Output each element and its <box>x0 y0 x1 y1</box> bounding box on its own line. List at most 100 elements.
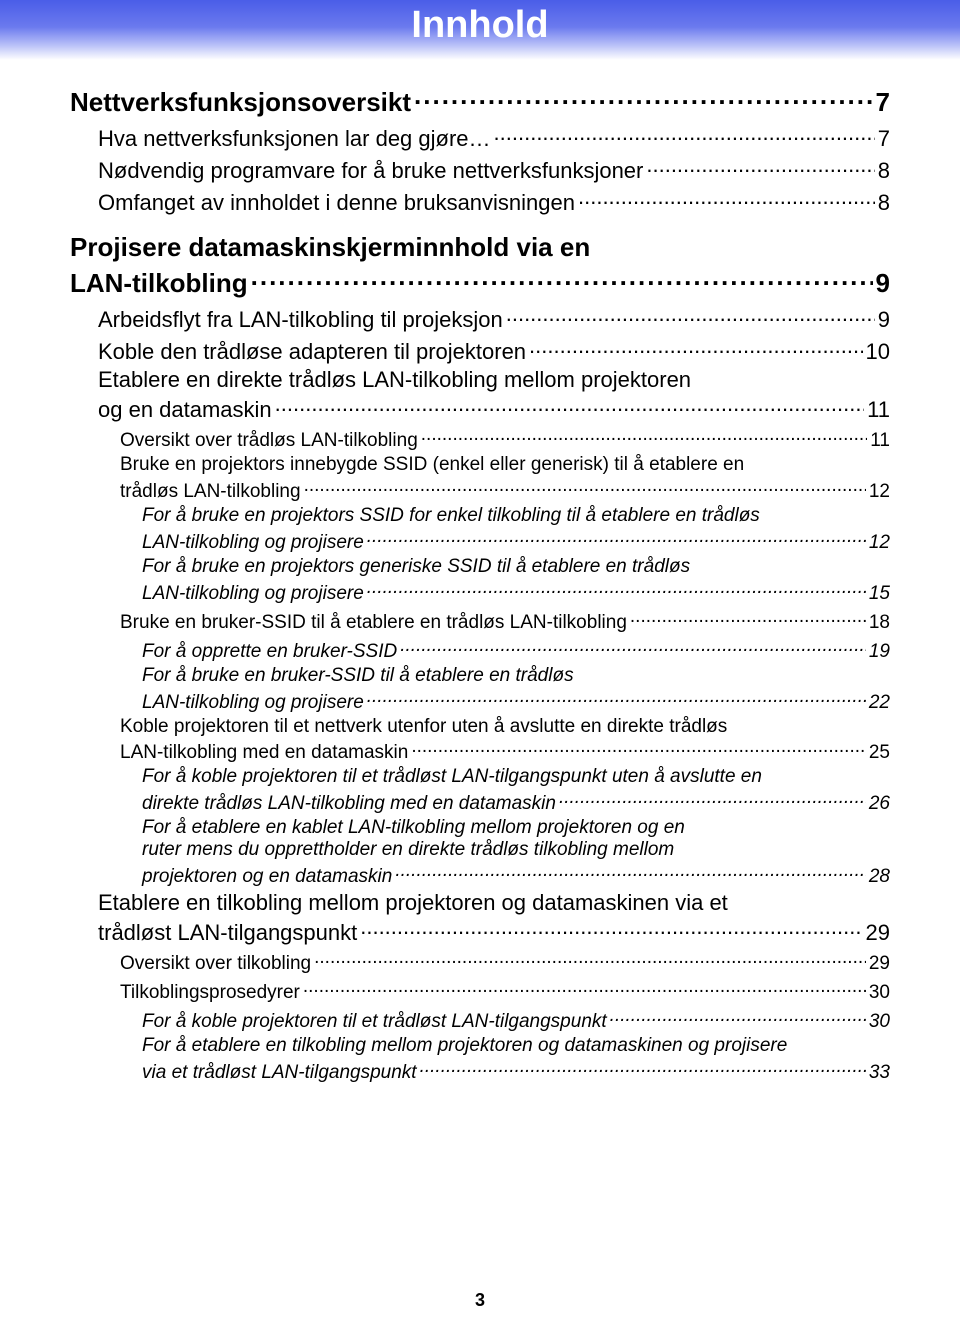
toc-entry[interactable]: For å etablere en tilkobling mellom proj… <box>142 1035 890 1084</box>
toc-entry-label: For å etablere en tilkobling mellom proj… <box>142 1035 890 1057</box>
toc-leader <box>529 335 862 359</box>
toc-leader <box>303 977 866 998</box>
toc-entry[interactable]: Hva nettverksfunksjonen lar deg gjøre… 7 <box>98 122 890 152</box>
toc-entry-label: trådløs LAN-tilkobling <box>120 481 301 503</box>
toc-entry[interactable]: For å bruke en projektors generiske SSID… <box>142 556 890 605</box>
toc-entry[interactable]: For å bruke en bruker-SSID til å etabler… <box>142 665 890 714</box>
toc-entry-label: LAN-tilkobling <box>70 268 248 299</box>
toc-leader <box>630 607 866 628</box>
toc-entry-page: 9 <box>878 307 890 333</box>
toc-entry-page: 29 <box>869 953 890 975</box>
toc-entry[interactable]: For å opprette en bruker-SSID19 <box>142 636 890 663</box>
toc-entry-page: 9 <box>876 268 890 299</box>
toc-entry-page: 19 <box>869 641 890 663</box>
toc-entry[interactable]: For å etablere en kablet LAN-tilkobling … <box>142 817 890 888</box>
toc-entry-page: 18 <box>869 612 890 634</box>
toc-entry-page: 30 <box>869 982 890 1004</box>
toc-leader <box>559 788 866 809</box>
toc-entry-page: 11 <box>867 397 890 423</box>
toc-leader <box>367 527 866 548</box>
toc-leader <box>367 578 866 599</box>
toc-entry-page: 12 <box>869 532 890 554</box>
toc-entry-page: 30 <box>869 1011 890 1033</box>
toc-entry-label: Nettverksfunksjonsoversikt <box>70 87 411 118</box>
toc-entry-page: 15 <box>869 583 890 605</box>
toc-entry[interactable]: Nettverksfunksjonsoversikt 7 <box>70 82 890 118</box>
toc-leader <box>304 476 866 497</box>
toc-leader <box>646 154 874 178</box>
toc-leader <box>506 303 875 327</box>
toc-entry-label: Koble projektoren til et nettverk utenfo… <box>120 716 890 738</box>
toc-entry-page: 33 <box>869 1062 890 1084</box>
toc-entry[interactable]: Oversikt over tilkobling29 <box>120 948 890 975</box>
toc-entry-label: Etablere en direkte trådløs LAN-tilkobli… <box>98 367 890 393</box>
toc-entry[interactable]: Koble den trådløse adapteren til projekt… <box>98 335 890 365</box>
toc-entry-label: LAN-tilkobling og projisere <box>142 532 364 554</box>
toc-entry[interactable]: Bruke en projektors innebygde SSID (enke… <box>120 454 890 503</box>
toc-entry[interactable]: Etablere en direkte trådløs LAN-tilkobli… <box>98 367 890 423</box>
toc-entry-label: For å bruke en bruker-SSID til å etabler… <box>142 665 890 687</box>
toc-leader <box>610 1006 866 1027</box>
toc-entry[interactable]: Omfanget av innholdet i denne bruksanvis… <box>98 186 890 216</box>
toc-leader <box>400 636 866 657</box>
toc-entry-label: For å etablere en kablet LAN-tilkobling … <box>142 817 890 839</box>
toc-entry-page: 7 <box>878 126 890 152</box>
toc-entry-label: For å bruke en projektors SSID for enkel… <box>142 505 890 527</box>
toc-leader <box>578 186 875 210</box>
toc-entry-page: 8 <box>878 158 890 184</box>
footer-page-number: 3 <box>0 1290 960 1311</box>
toc-entry-page: 25 <box>869 742 890 764</box>
toc-entry-label: Arbeidsflyt fra LAN-tilkobling til proje… <box>98 307 503 333</box>
toc-entry-label: For å koble projektoren til et trådløst … <box>142 1011 607 1033</box>
toc-entry[interactable]: For å koble projektoren til et trådløst … <box>142 1006 890 1033</box>
toc-entry-label: Koble den trådløse adapteren til projekt… <box>98 339 526 365</box>
toc-entry[interactable]: Bruke en bruker-SSID til å etablere en t… <box>120 607 890 634</box>
header-band: Innhold <box>0 0 960 60</box>
toc-entry-label: trådløst LAN-tilgangspunkt <box>98 920 357 946</box>
toc-entry[interactable]: Koble projektoren til et nettverk utenfo… <box>120 716 890 765</box>
toc-entry-page: 7 <box>876 87 890 118</box>
toc-leader <box>395 861 866 882</box>
toc-entry-label: Tilkoblingsprosedyrer <box>120 982 300 1004</box>
toc-leader <box>421 425 868 446</box>
toc-entry-label: direkte trådløs LAN-tilkobling med en da… <box>142 793 556 815</box>
toc-entry-label: Projisere datamaskinskjerminnhold via en <box>70 232 890 263</box>
toc-entry-label: For å bruke en projektors generiske SSID… <box>142 556 890 578</box>
toc-entry-page: 28 <box>869 866 890 888</box>
toc-entry[interactable]: For å koble projektoren til et trådløst … <box>142 766 890 815</box>
toc-leader <box>414 82 873 111</box>
toc-entry-label: For å koble projektoren til et trådløst … <box>142 766 890 788</box>
toc-entry-label: Etablere en tilkobling mellom projektore… <box>98 890 890 916</box>
toc-entry-page: 10 <box>866 339 890 365</box>
toc-entry[interactable]: For å bruke en projektors SSID for enkel… <box>142 505 890 554</box>
toc-entry[interactable]: Nødvendig programvare for å bruke nettve… <box>98 154 890 184</box>
toc-leader <box>494 122 875 146</box>
toc-entry[interactable]: Etablere en tilkobling mellom projektore… <box>98 890 890 946</box>
toc-entry-page: 11 <box>870 430 890 452</box>
toc-entry-page: 29 <box>866 920 890 946</box>
toc-entry-label: ruter mens du opprettholder en direkte t… <box>142 839 890 861</box>
toc-entry-label: og en datamaskin <box>98 397 272 423</box>
toc-leader <box>251 263 873 292</box>
toc-entry-label: Hva nettverksfunksjonen lar deg gjøre… <box>98 126 491 152</box>
toc-leader <box>420 1057 866 1078</box>
toc-entry-page: 8 <box>878 190 890 216</box>
toc-entry-label: Omfanget av innholdet i denne bruksanvis… <box>98 190 575 216</box>
page: Innhold Nettverksfunksjonsoversikt7Hva n… <box>0 0 960 1343</box>
toc-entry-label: Bruke en bruker-SSID til å etablere en t… <box>120 612 627 634</box>
toc-leader <box>367 687 866 708</box>
toc-entry-label: LAN-tilkobling og projisere <box>142 692 364 714</box>
toc-entry[interactable]: Arbeidsflyt fra LAN-tilkobling til proje… <box>98 303 890 333</box>
toc-entry[interactable]: Tilkoblingsprosedyrer 30 <box>120 977 890 1004</box>
toc-entry[interactable]: Projisere datamaskinskjerminnhold via en… <box>70 232 890 299</box>
table-of-contents: Nettverksfunksjonsoversikt7Hva nettverks… <box>0 60 960 1084</box>
toc-entry[interactable]: Oversikt over trådløs LAN-tilkobling11 <box>120 425 890 452</box>
toc-leader <box>314 948 866 969</box>
toc-leader <box>411 738 866 759</box>
toc-entry-label: via et trådløst LAN-tilgangspunkt <box>142 1062 417 1084</box>
page-title: Innhold <box>411 4 548 47</box>
toc-entry-page: 22 <box>869 692 890 714</box>
toc-entry-label: Bruke en projektors innebygde SSID (enke… <box>120 454 890 476</box>
toc-entry-label: LAN-tilkobling med en datamaskin <box>120 742 408 764</box>
toc-entry-label: LAN-tilkobling og projisere <box>142 583 364 605</box>
